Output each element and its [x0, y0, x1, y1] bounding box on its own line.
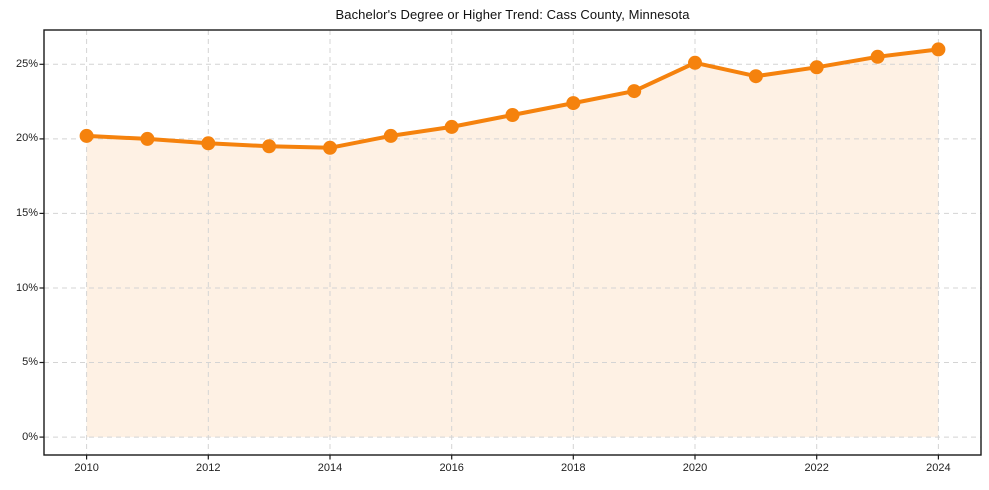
data-point-2015 — [383, 128, 398, 143]
data-point-2011 — [140, 131, 155, 146]
y-tick-label: 0% — [22, 430, 38, 443]
y-tick-label: 5% — [22, 356, 38, 368]
plot-border — [43, 29, 982, 456]
x-tick-label: 2012 — [196, 462, 221, 474]
x-tick-label: 2014 — [317, 462, 343, 474]
x-tick-label: 2020 — [682, 462, 708, 474]
x-tick-label: 2010 — [74, 462, 99, 474]
data-point-2018 — [566, 96, 581, 111]
y-tick-label: 10% — [15, 281, 38, 294]
x-tick-label: 2022 — [804, 462, 829, 474]
data-point-2019 — [627, 84, 642, 99]
data-point-2013 — [262, 139, 277, 154]
data-point-2023 — [870, 49, 885, 64]
y-tick-label: 20% — [15, 132, 38, 145]
x-tick-label: 2018 — [561, 462, 586, 474]
data-point-2024 — [931, 42, 946, 57]
y-tick-label: 15% — [15, 206, 38, 219]
x-tick-label: 2024 — [926, 462, 951, 474]
data-point-2020 — [688, 55, 702, 70]
data-point-2010 — [79, 128, 94, 143]
data-point-2022 — [809, 60, 824, 75]
y-tick-label: 25% — [15, 57, 38, 70]
x-tick-label: 2016 — [439, 462, 464, 474]
chart-title: Bachelor's Degree or Higher Trend: Cass … — [335, 7, 690, 22]
data-point-2012 — [201, 136, 216, 151]
data-point-2016 — [444, 119, 459, 134]
data-point-2017 — [505, 108, 520, 122]
area-fill — [86, 49, 939, 438]
data-point-2014 — [323, 140, 337, 155]
data-point-2021 — [748, 69, 763, 84]
